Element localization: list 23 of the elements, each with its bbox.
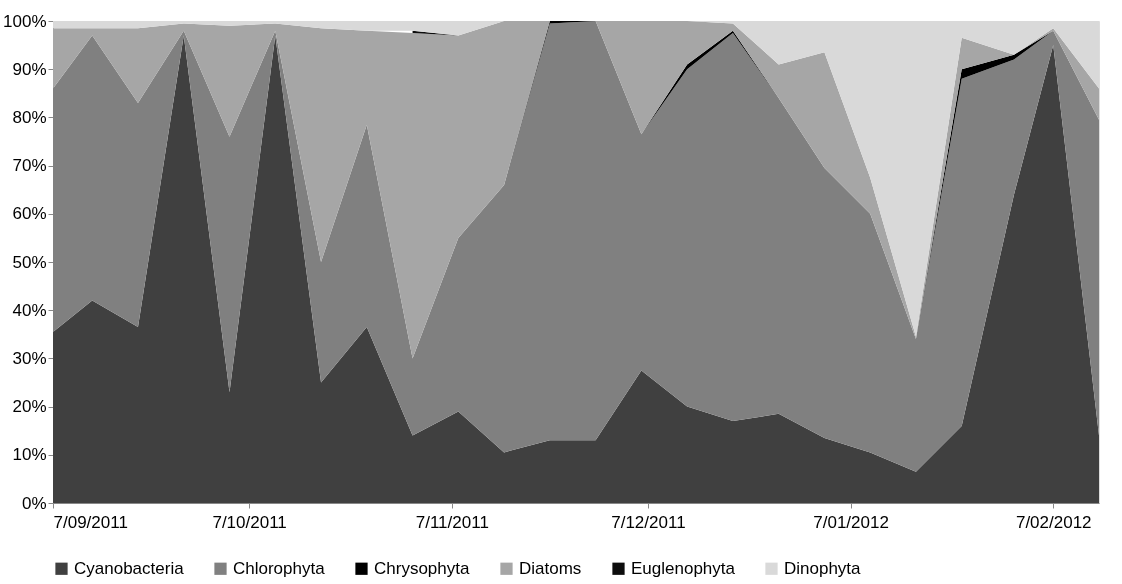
y-tick-label: 100% xyxy=(3,11,47,31)
legend-label: Cyanobacteria xyxy=(74,558,185,578)
x-tick-label: 7/09/2011 xyxy=(53,512,128,532)
legend-label: Dinophyta xyxy=(784,558,862,578)
y-tick-label: 50% xyxy=(12,252,47,272)
y-tick-label: 10% xyxy=(12,445,47,465)
legend-label: Diatoms xyxy=(519,558,582,578)
y-tick-label: 90% xyxy=(12,59,47,79)
legend-label: Euglenophyta xyxy=(631,558,736,578)
legend-label: Chlorophyta xyxy=(233,558,326,578)
x-tick-label: 7/12/2011 xyxy=(611,512,686,532)
y-tick-label: 20% xyxy=(12,397,47,417)
y-tick-label: 80% xyxy=(12,107,47,127)
legend-label: Chrysophyta xyxy=(374,558,470,578)
y-tick-label: 70% xyxy=(12,156,47,176)
y-tick-label: 30% xyxy=(12,348,47,368)
x-tick-label: 7/11/2011 xyxy=(415,512,489,532)
y-tick-label: 40% xyxy=(12,300,47,320)
y-tick-label: 0% xyxy=(21,493,47,513)
x-tick-label: 7/02/2012 xyxy=(1015,512,1092,532)
x-tick-label: 7/10/2011 xyxy=(212,512,287,532)
y-tick-label: 60% xyxy=(12,204,47,224)
x-tick-label: 7/01/2012 xyxy=(813,512,889,532)
